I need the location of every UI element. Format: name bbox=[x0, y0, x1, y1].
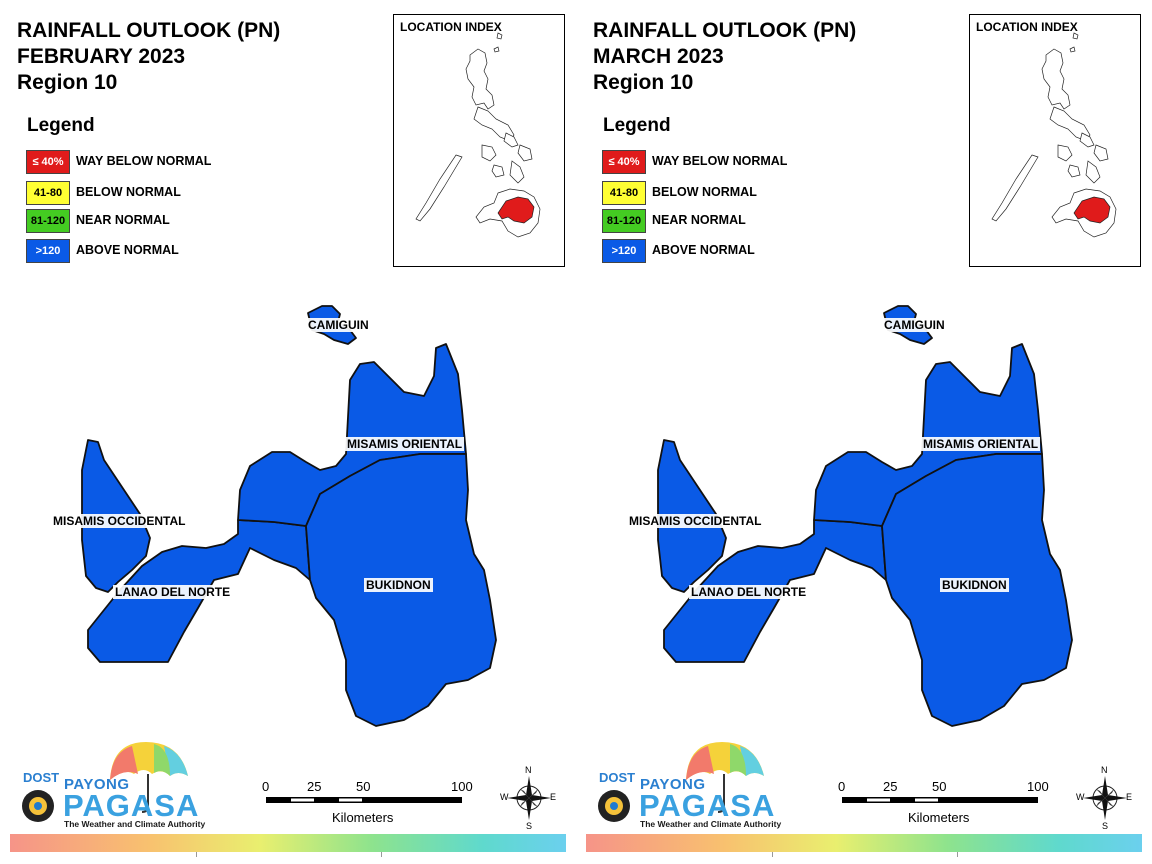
scale-bar-graphic bbox=[266, 797, 462, 803]
legend-swatch: >120 bbox=[602, 239, 646, 263]
legend-swatch: 81-120 bbox=[26, 209, 70, 233]
outlook-panel-february: RAINFALL OUTLOOK (PN) FEBRUARY 2023 Regi… bbox=[10, 14, 566, 857]
logo-pagasa-text: PAGASA bbox=[63, 788, 200, 823]
scale-unit: Kilometers bbox=[332, 810, 394, 825]
map-title: RAINFALL OUTLOOK (PN) MARCH 2023 Region … bbox=[593, 18, 856, 96]
outlook-panel-march: RAINFALL OUTLOOK (PN) MARCH 2023 Region … bbox=[576, 0, 1152, 864]
footer-tick bbox=[772, 852, 773, 857]
logo-dost-text: DOST bbox=[23, 770, 60, 785]
footer-tick bbox=[381, 852, 382, 857]
title-region: Region 10 bbox=[17, 71, 118, 94]
footer-tick bbox=[957, 852, 958, 857]
legend-label: NEAR NORMAL bbox=[652, 213, 746, 227]
label-bukidnon: BUKIDNON bbox=[940, 578, 1009, 592]
scale-tick-label: 50 bbox=[932, 779, 947, 794]
north-arrow-compass: N S E W bbox=[1074, 764, 1136, 832]
scale-tick-label: 100 bbox=[1027, 779, 1049, 794]
location-index-inset: LOCATION INDEX bbox=[393, 14, 565, 267]
scale-bar: 0 25 50 100 Kilometers bbox=[262, 776, 473, 836]
label-camiguin: CAMIGUIN bbox=[306, 318, 371, 332]
label-camiguin: CAMIGUIN bbox=[882, 318, 947, 332]
scale-tick-label: 25 bbox=[883, 779, 898, 794]
legend-label: NEAR NORMAL bbox=[76, 213, 170, 227]
label-misamis-oriental: MISAMIS ORIENTAL bbox=[921, 437, 1041, 451]
logo-pagasa-text: PAGASA bbox=[639, 788, 776, 823]
scale-bar-graphic bbox=[842, 797, 1038, 803]
label-lanao-del-norte: LANAO DEL NORTE bbox=[689, 585, 809, 599]
legend-swatch: >120 bbox=[26, 239, 70, 263]
footer-gradient-bar bbox=[10, 834, 566, 852]
location-index-inset: LOCATION INDEX bbox=[969, 14, 1141, 267]
payong-pagasa-logo: DOST PAYONG PAGASA The Weather and Clima… bbox=[14, 740, 206, 832]
legend-label: BELOW NORMAL bbox=[652, 185, 757, 199]
compass-e: E bbox=[1126, 792, 1133, 802]
label-lanao-del-norte: LANAO DEL NORTE bbox=[113, 585, 233, 599]
legend-label: BELOW NORMAL bbox=[76, 185, 181, 199]
label-misamis-occidental: MISAMIS OCCIDENTAL bbox=[51, 514, 188, 528]
compass-n: N bbox=[1101, 765, 1108, 775]
region-10-highlight bbox=[1073, 196, 1111, 224]
compass-e: E bbox=[550, 792, 557, 802]
compass-rose-icon bbox=[507, 776, 551, 820]
compass-s: S bbox=[526, 821, 533, 831]
logo-payong-text: PAYONG bbox=[640, 776, 706, 793]
legend-label: ABOVE NORMAL bbox=[652, 243, 755, 257]
logo-tagline: The Weather and Climate Authority bbox=[640, 819, 782, 829]
title-month: FEBRUARY 2023 bbox=[17, 45, 186, 68]
umbrella-icon bbox=[598, 742, 764, 822]
compass-w: W bbox=[1076, 792, 1085, 802]
compass-w: W bbox=[500, 792, 509, 802]
scale-tick-label: 0 bbox=[262, 779, 270, 794]
title-month: MARCH 2023 bbox=[593, 45, 724, 68]
map-title: RAINFALL OUTLOOK (PN) FEBRUARY 2023 Regi… bbox=[17, 18, 280, 96]
legend-swatch: 81-120 bbox=[602, 209, 646, 233]
legend-swatch: 41-80 bbox=[26, 181, 70, 205]
legend-label: ABOVE NORMAL bbox=[76, 243, 179, 257]
compass-s: S bbox=[1102, 821, 1109, 831]
scale-tick-label: 100 bbox=[451, 779, 473, 794]
footer-gradient-bar bbox=[586, 834, 1142, 852]
scale-tick-label: 0 bbox=[838, 779, 846, 794]
payong-pagasa-logo: DOST PAYONG PAGASA The Weather and Clima… bbox=[590, 740, 782, 832]
scale-tick-label: 25 bbox=[307, 779, 322, 794]
legend-heading: Legend bbox=[603, 115, 671, 136]
region-10-highlight bbox=[497, 196, 535, 224]
title-line-1: RAINFALL OUTLOOK (PN) bbox=[17, 19, 281, 42]
scale-tick-label: 50 bbox=[356, 779, 371, 794]
inset-title: LOCATION INDEX bbox=[976, 20, 1078, 34]
legend-swatch: ≤ 40% bbox=[602, 150, 646, 174]
legend-label: WAY BELOW NORMAL bbox=[76, 154, 212, 168]
logo-tagline: The Weather and Climate Authority bbox=[64, 819, 206, 829]
label-bukidnon: BUKIDNON bbox=[364, 578, 433, 592]
scale-bar: 0 25 50 100 Kilometers bbox=[838, 776, 1049, 836]
compass-rose-icon bbox=[1083, 776, 1127, 820]
footer-tick bbox=[196, 852, 197, 857]
label-misamis-occidental: MISAMIS OCCIDENTAL bbox=[627, 514, 764, 528]
umbrella-icon bbox=[22, 742, 188, 822]
philippines-outline bbox=[991, 32, 1117, 238]
north-arrow-compass: N S E W bbox=[498, 764, 560, 832]
legend-label: WAY BELOW NORMAL bbox=[652, 154, 788, 168]
label-misamis-oriental: MISAMIS ORIENTAL bbox=[345, 437, 465, 451]
compass-n: N bbox=[525, 765, 532, 775]
title-line-1: RAINFALL OUTLOOK (PN) bbox=[593, 19, 857, 42]
legend-swatch: 41-80 bbox=[602, 181, 646, 205]
logo-dost-text: DOST bbox=[599, 770, 636, 785]
legend-heading: Legend bbox=[27, 115, 95, 136]
legend-swatch: ≤ 40% bbox=[26, 150, 70, 174]
philippines-outline bbox=[415, 32, 541, 238]
scale-unit: Kilometers bbox=[908, 810, 970, 825]
inset-title: LOCATION INDEX bbox=[400, 20, 502, 34]
logo-payong-text: PAYONG bbox=[64, 776, 130, 793]
title-region: Region 10 bbox=[593, 71, 694, 94]
